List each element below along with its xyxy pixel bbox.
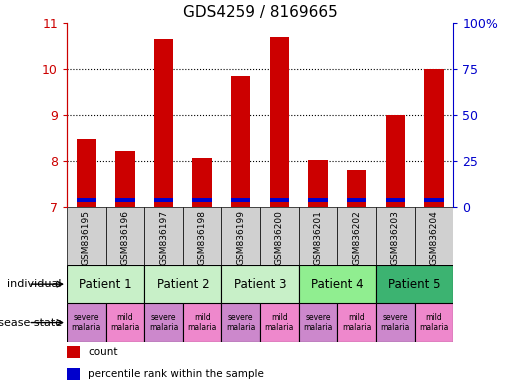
Text: mild
malaria: mild malaria bbox=[342, 313, 371, 332]
Bar bbox=[193, 157, 212, 207]
Text: Patient 1: Patient 1 bbox=[79, 278, 132, 291]
Text: mild
malaria: mild malaria bbox=[419, 313, 449, 332]
Text: mild
malaria: mild malaria bbox=[187, 313, 217, 332]
Text: mild
malaria: mild malaria bbox=[265, 313, 294, 332]
Text: Patient 4: Patient 4 bbox=[311, 278, 364, 291]
Text: severe
malaria: severe malaria bbox=[226, 313, 255, 332]
Text: disease state: disease state bbox=[0, 318, 62, 328]
Bar bbox=[115, 151, 134, 207]
Bar bbox=[308, 198, 328, 202]
Bar bbox=[260, 303, 299, 342]
Bar bbox=[231, 76, 250, 207]
Text: GSM836204: GSM836204 bbox=[430, 210, 438, 265]
Bar bbox=[144, 207, 183, 265]
Bar bbox=[67, 346, 80, 358]
Bar bbox=[376, 303, 415, 342]
Text: GSM836197: GSM836197 bbox=[159, 210, 168, 265]
Bar bbox=[299, 265, 376, 303]
Bar bbox=[77, 198, 96, 202]
Text: Patient 3: Patient 3 bbox=[234, 278, 286, 291]
Bar bbox=[424, 198, 443, 202]
Title: GDS4259 / 8169665: GDS4259 / 8169665 bbox=[183, 5, 337, 20]
Bar bbox=[193, 198, 212, 202]
Bar bbox=[386, 198, 405, 202]
Bar bbox=[270, 37, 289, 207]
Text: severe
malaria: severe malaria bbox=[381, 313, 410, 332]
Text: percentile rank within the sample: percentile rank within the sample bbox=[88, 369, 264, 379]
Bar bbox=[115, 198, 134, 202]
Bar bbox=[415, 303, 453, 342]
Text: severe
malaria: severe malaria bbox=[303, 313, 333, 332]
Text: GSM836201: GSM836201 bbox=[314, 210, 322, 265]
Bar bbox=[144, 303, 183, 342]
Text: GSM836196: GSM836196 bbox=[121, 210, 129, 265]
Bar bbox=[424, 69, 443, 207]
Text: Patient 5: Patient 5 bbox=[388, 278, 441, 291]
Text: count: count bbox=[88, 347, 118, 357]
Bar bbox=[299, 303, 337, 342]
Text: GSM836198: GSM836198 bbox=[198, 210, 207, 265]
Bar bbox=[347, 170, 366, 207]
Bar bbox=[308, 161, 328, 207]
Bar bbox=[183, 303, 221, 342]
Text: GSM836199: GSM836199 bbox=[236, 210, 245, 265]
Bar bbox=[337, 303, 376, 342]
Bar bbox=[299, 207, 337, 265]
Bar bbox=[106, 207, 144, 265]
Bar bbox=[221, 207, 260, 265]
Bar bbox=[347, 198, 366, 202]
Text: GSM836195: GSM836195 bbox=[82, 210, 91, 265]
Text: mild
malaria: mild malaria bbox=[110, 313, 140, 332]
Bar bbox=[154, 198, 173, 202]
Bar bbox=[260, 207, 299, 265]
Bar bbox=[221, 265, 299, 303]
Bar bbox=[67, 265, 144, 303]
Bar bbox=[183, 207, 221, 265]
Text: individual: individual bbox=[7, 279, 62, 289]
Bar bbox=[415, 207, 453, 265]
Text: severe
malaria: severe malaria bbox=[149, 313, 178, 332]
Bar bbox=[221, 303, 260, 342]
Bar bbox=[376, 207, 415, 265]
Bar bbox=[231, 198, 250, 202]
Text: GSM836202: GSM836202 bbox=[352, 210, 361, 265]
Text: severe
malaria: severe malaria bbox=[72, 313, 101, 332]
Bar bbox=[77, 139, 96, 207]
Bar bbox=[270, 198, 289, 202]
Bar bbox=[154, 39, 173, 207]
Text: GSM836200: GSM836200 bbox=[275, 210, 284, 265]
Bar bbox=[67, 368, 80, 380]
Bar bbox=[386, 115, 405, 207]
Bar bbox=[337, 207, 376, 265]
Bar bbox=[67, 207, 106, 265]
Bar bbox=[144, 265, 221, 303]
Bar bbox=[67, 303, 106, 342]
Text: GSM836203: GSM836203 bbox=[391, 210, 400, 265]
Bar bbox=[376, 265, 453, 303]
Bar bbox=[106, 303, 144, 342]
Text: Patient 2: Patient 2 bbox=[157, 278, 209, 291]
